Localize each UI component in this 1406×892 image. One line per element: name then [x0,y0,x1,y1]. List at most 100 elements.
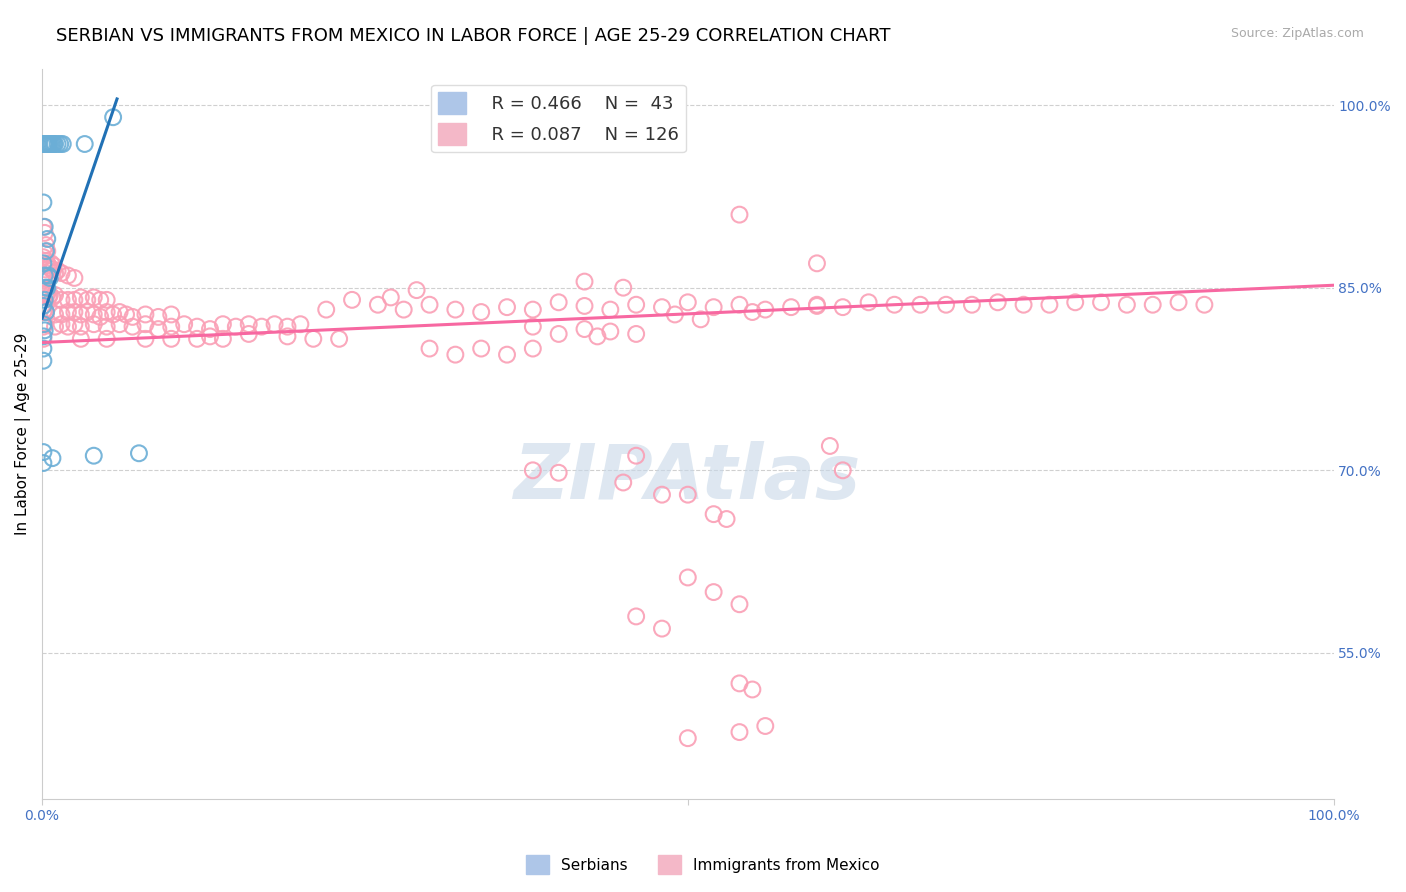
Point [586,329,609,343]
Point [32,456,55,470]
Point [1090,295,1112,310]
Point [405,283,427,297]
Point [35,238,58,252]
Point [37,244,59,259]
Point [522,319,544,334]
Point [32,286,55,301]
Point [676,731,699,746]
Point [315,302,337,317]
Point [250,319,273,334]
Point [276,319,298,334]
Point [63,317,86,331]
Point [148,310,170,324]
Point [101,308,124,322]
Point [41,136,63,151]
Point [34,317,56,331]
Point [960,298,983,312]
Point [51,308,73,322]
Point [32,305,55,319]
Point [651,300,673,314]
Point [63,293,86,307]
Point [728,725,751,739]
Point [38,136,60,151]
Point [522,342,544,356]
Point [689,312,711,326]
Point [89,293,111,307]
Point [37,281,59,295]
Point [34,246,56,260]
Point [703,507,725,521]
Point [38,259,60,273]
Point [263,317,285,331]
Point [35,266,58,280]
Point [328,332,350,346]
Point [44,266,66,280]
Point [1194,298,1216,312]
Point [186,332,208,346]
Point [238,317,260,331]
Point [35,136,58,151]
Point [574,299,596,313]
Point [160,319,183,334]
Point [128,446,150,460]
Point [52,136,75,151]
Point [212,332,235,346]
Point [444,348,467,362]
Point [32,299,55,313]
Point [160,308,183,322]
Point [38,288,60,302]
Point [38,136,60,151]
Point [612,475,634,490]
Point [46,136,69,151]
Text: SERBIAN VS IMMIGRANTS FROM MEXICO IN LABOR FORCE | AGE 25-29 CORRELATION CHART: SERBIAN VS IMMIGRANTS FROM MEXICO IN LAB… [56,27,891,45]
Point [32,332,55,346]
Point [910,298,932,312]
Point [35,253,58,268]
Point [831,463,853,477]
Point [444,302,467,317]
Point [32,256,55,270]
Point [56,293,79,307]
Point [121,310,143,324]
Point [37,136,59,151]
Point [115,308,138,322]
Point [38,271,60,285]
Point [35,136,58,151]
Point [32,353,55,368]
Point [1115,298,1137,312]
Point [38,290,60,304]
Point [651,622,673,636]
Point [49,136,72,151]
Point [1038,298,1060,312]
Point [96,332,118,346]
Point [34,219,56,234]
Point [108,305,131,319]
Point [51,266,73,280]
Point [32,250,55,264]
Point [37,232,59,246]
Point [63,271,86,285]
Point [96,319,118,334]
Point [624,449,647,463]
Point [574,322,596,336]
Point [51,293,73,307]
Point [32,219,55,234]
Y-axis label: In Labor Force | Age 25-29: In Labor Force | Age 25-29 [15,333,31,535]
Point [35,244,58,259]
Point [32,329,55,343]
Point [392,302,415,317]
Point [806,256,828,270]
Point [76,305,98,319]
Point [42,259,65,273]
Point [780,300,803,314]
Point [38,268,60,283]
Point [34,262,56,277]
Point [1142,298,1164,312]
Point [46,263,69,277]
Point [37,136,59,151]
Point [741,305,763,319]
Point [716,512,738,526]
Point [676,488,699,502]
Point [83,317,105,331]
Point [728,208,751,222]
